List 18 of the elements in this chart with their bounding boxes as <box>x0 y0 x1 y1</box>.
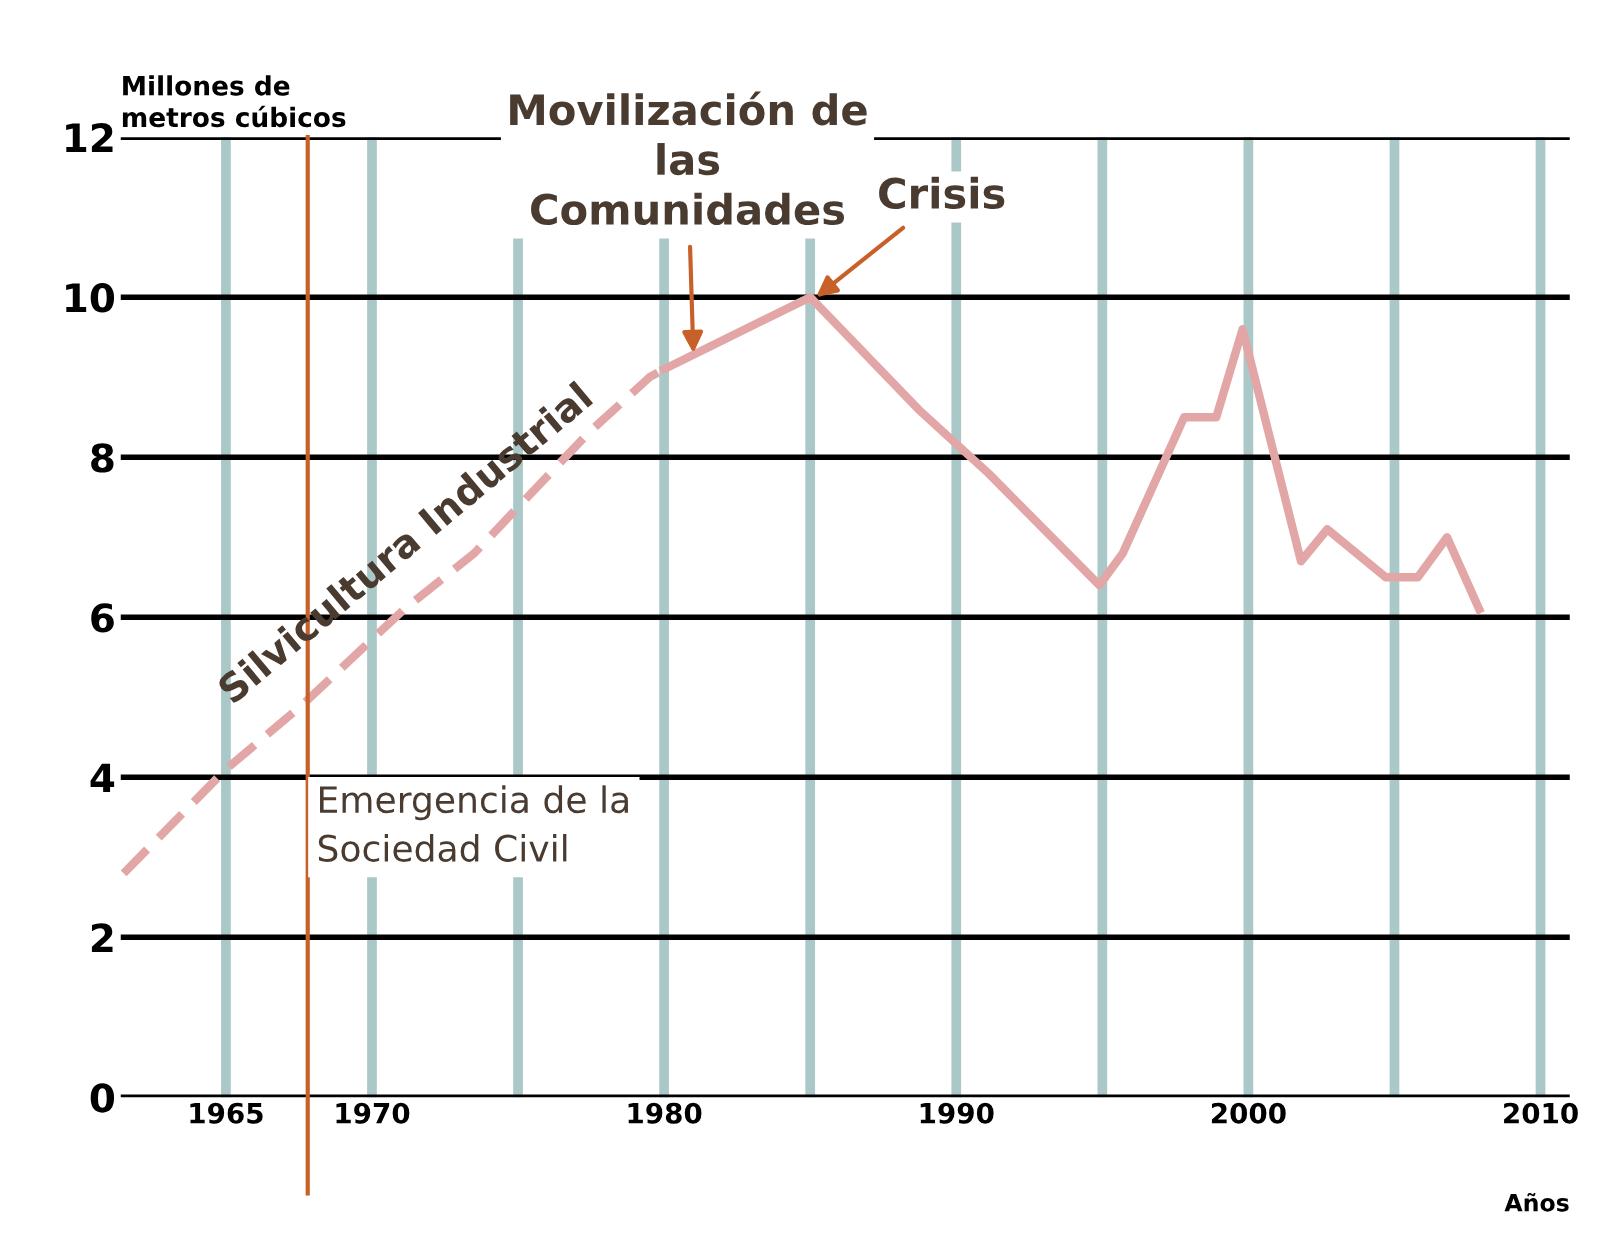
annotation: Crisis <box>879 176 1005 210</box>
y-tick-label: 4 <box>90 763 115 793</box>
x-tick-label: 1970 <box>336 1102 410 1124</box>
x-tick-label: 2010 <box>1504 1102 1578 1124</box>
x-tick-label: 1990 <box>920 1102 994 1124</box>
y-tick-label: 2 <box>91 923 113 953</box>
ref-line-label: Emergencia de la Sociedad Civil <box>318 785 628 862</box>
y-tick-label: 12 <box>66 123 113 152</box>
y-tick-label: 0 <box>90 1083 115 1113</box>
y-tick-label: 8 <box>91 443 114 473</box>
x-tick-label: 1965 <box>190 1102 263 1124</box>
x-tick-label: 1980 <box>628 1102 702 1124</box>
x-axis-title: Años <box>1504 1192 1569 1212</box>
annotation: Movilización de las Comunidades <box>510 91 867 226</box>
x-tick-label: 2000 <box>1211 1102 1286 1124</box>
y-tick-label: 10 <box>66 283 115 313</box>
y-tick-label: 6 <box>91 603 114 633</box>
y-axis-title: Millones de metros cúbicos <box>122 75 346 128</box>
